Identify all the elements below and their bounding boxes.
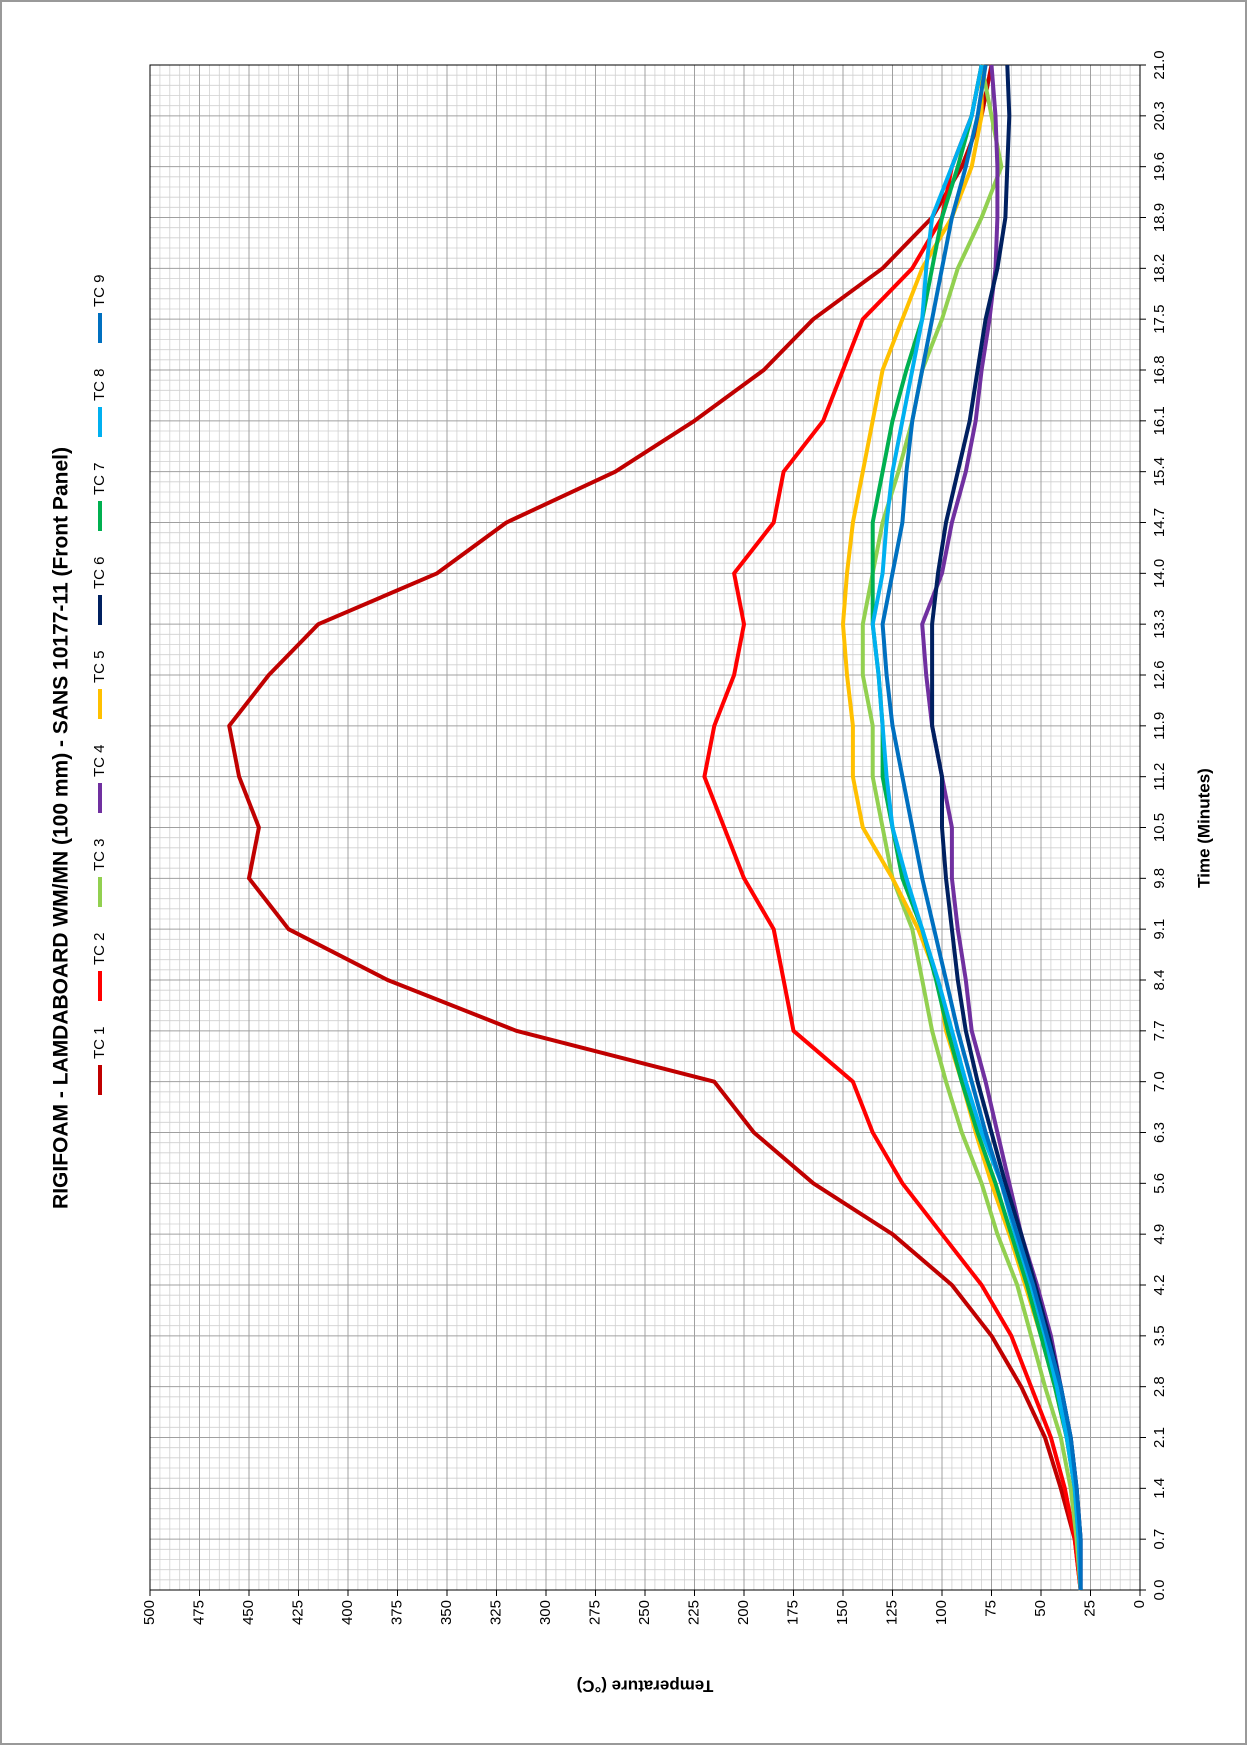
x-tick-label: 16.1 [1151, 406, 1168, 435]
legend-label: TC 8 [91, 368, 108, 401]
y-tick-label: 425 [289, 1600, 306, 1625]
chart-title: RIGIFOAM - LAMDABOARD WM/MN (100 mm) - S… [50, 447, 73, 1209]
y-tick-label: 200 [735, 1600, 752, 1625]
legend-label: TC 9 [91, 274, 108, 307]
legend-label: TC 7 [91, 462, 108, 495]
legend-label: TC 6 [91, 556, 108, 589]
rotated-chart: RIGIFOAM - LAMDABOARD WM/MN (100 mm) - S… [50, 50, 1214, 1695]
x-tick-label: 13.3 [1151, 610, 1168, 639]
x-tick-label: 14.0 [1151, 559, 1168, 588]
x-tick-label: 15.4 [1151, 457, 1168, 486]
x-tick-label: 12.6 [1151, 660, 1168, 689]
y-tick-label: 475 [190, 1600, 207, 1625]
legend-label: TC 5 [91, 650, 108, 683]
y-tick-label: 400 [339, 1600, 356, 1625]
x-axis-title: Time (Minutes) [1194, 768, 1213, 888]
x-tick-label: 4.9 [1151, 1224, 1168, 1245]
x-tick-label: 9.8 [1151, 868, 1168, 889]
x-tick-label: 20.3 [1151, 101, 1168, 130]
x-tick-label: 1.4 [1151, 1478, 1168, 1499]
x-tick-label: 21.0 [1151, 50, 1168, 79]
y-tick-label: 50 [1032, 1600, 1049, 1617]
x-tick-label: 2.1 [1151, 1427, 1168, 1448]
x-tick-label: 14.7 [1151, 508, 1168, 537]
x-tick-label: 9.1 [1151, 919, 1168, 940]
y-tick-label: 250 [636, 1600, 653, 1625]
y-tick-label: 100 [933, 1600, 950, 1625]
y-tick-label: 325 [487, 1600, 504, 1625]
y-tick-label: 75 [982, 1600, 999, 1617]
x-tick-label: 18.9 [1151, 203, 1168, 232]
y-tick-label: 450 [240, 1600, 257, 1625]
series-line [227, 64, 1083, 1591]
y-tick-label: 150 [834, 1600, 851, 1625]
series-line [860, 64, 1083, 1591]
y-tick-label: 125 [883, 1600, 900, 1625]
x-tick-label: 4.2 [1151, 1275, 1168, 1296]
y-tick-label: 300 [537, 1600, 554, 1625]
x-tick-label: 5.6 [1151, 1173, 1168, 1194]
y-tick-label: 0 [1131, 1600, 1148, 1608]
x-tick-label: 0.0 [1151, 1580, 1168, 1601]
x-tick-label: 3.5 [1151, 1325, 1168, 1346]
legend-label: TC 4 [91, 744, 108, 777]
y-tick-label: 350 [438, 1600, 455, 1625]
x-tick-label: 7.7 [1151, 1020, 1168, 1041]
x-tick-label: 2.8 [1151, 1376, 1168, 1397]
x-tick-label: 11.2 [1151, 763, 1168, 791]
y-axis-title: Temperature (°C) [577, 1677, 714, 1696]
y-tick-label: 500 [141, 1600, 158, 1625]
y-tick-label: 175 [784, 1600, 801, 1625]
y-tick-label: 25 [1081, 1600, 1098, 1617]
series-line [880, 64, 1083, 1590]
x-tick-label: 8.4 [1151, 970, 1168, 991]
x-tick-label: 16.8 [1151, 355, 1168, 384]
legend-label: TC 3 [91, 838, 108, 871]
x-tick-label: 19.6 [1151, 152, 1168, 181]
x-tick-label: 11.9 [1151, 712, 1168, 740]
plot-border [149, 64, 1141, 1591]
y-tick-label: 275 [586, 1600, 603, 1625]
x-tick-label: 7.0 [1151, 1071, 1168, 1092]
x-tick-label: 18.2 [1151, 254, 1168, 283]
y-tick-label: 225 [685, 1600, 702, 1625]
x-tick-label: 10.5 [1151, 813, 1168, 842]
legend-label: TC 2 [91, 932, 108, 965]
x-tick-label: 6.3 [1151, 1122, 1168, 1143]
x-tick-label: 0.7 [1151, 1529, 1168, 1550]
x-tick-label: 17.5 [1151, 305, 1168, 334]
legend-label: TC 1 [91, 1026, 108, 1059]
series-line [702, 64, 1083, 1591]
y-tick-label: 375 [388, 1600, 405, 1625]
